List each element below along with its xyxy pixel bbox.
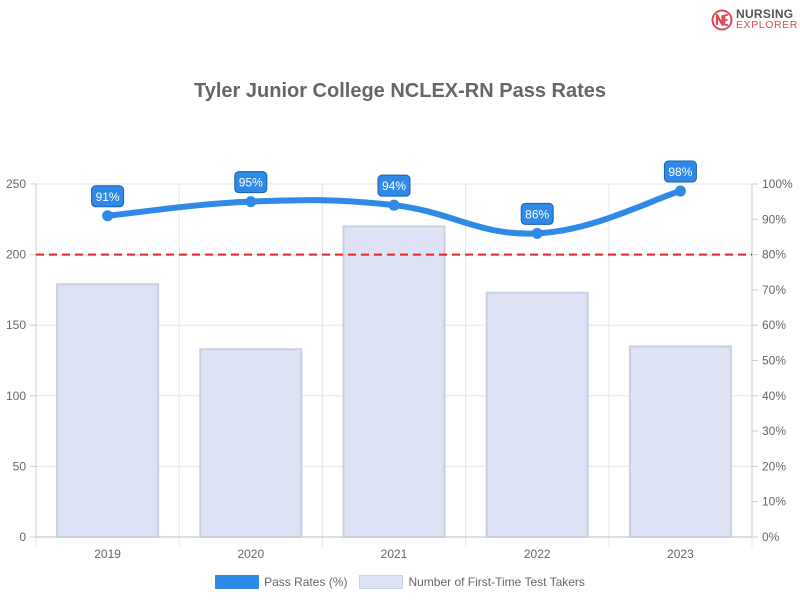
y-right-tick-label: 0% xyxy=(762,530,780,544)
chart-title: Tyler Junior College NCLEX-RN Pass Rates xyxy=(194,80,606,102)
y-right-tick-label: 40% xyxy=(762,389,786,403)
y-left-tick-label: 0 xyxy=(19,530,26,544)
y-right-tick-label: 90% xyxy=(762,212,786,226)
bar-2022 xyxy=(485,291,589,538)
y-right-tick-label: 30% xyxy=(762,424,786,438)
pass-rate-point-2022 xyxy=(531,227,543,239)
y-left-tick-label: 100 xyxy=(6,389,26,403)
data-label-box xyxy=(377,174,411,197)
data-label-2021: 94% xyxy=(382,179,406,193)
pass-rate-point-2021 xyxy=(388,199,400,211)
legend-item-pass-rates[interactable]: Pass Rates (%) xyxy=(215,575,347,589)
x-tick-label: 2023 xyxy=(667,547,694,561)
legend-label-test-takers: Number of First-Time Test Takers xyxy=(408,575,585,589)
y-right-tick-label: 100% xyxy=(762,177,793,191)
bar-2021 xyxy=(342,225,446,539)
logo-line2: EXPLORER xyxy=(736,19,798,31)
logo-line1: NURSING xyxy=(736,7,794,21)
y-right-tick-label: 80% xyxy=(762,248,786,262)
data-label-2022: 86% xyxy=(525,207,549,221)
data-label-2023: 98% xyxy=(668,165,692,179)
y-left-tick-label: 250 xyxy=(6,177,26,191)
data-label-box xyxy=(520,202,554,225)
legend-item-test-takers[interactable]: Number of First-Time Test Takers xyxy=(359,575,585,589)
data-label-box xyxy=(234,171,268,194)
bar-2023 xyxy=(628,345,732,538)
x-tick-label: 2020 xyxy=(237,547,264,561)
y-right-tick-label: 10% xyxy=(762,495,786,509)
y-right-tick-label: 70% xyxy=(762,283,786,297)
y-right-tick-label: 50% xyxy=(762,354,786,368)
legend-swatch-test-takers xyxy=(359,575,404,589)
nursing-explorer-logo: NURSING EXPLORER xyxy=(711,7,798,31)
pass-rate-point-2023 xyxy=(674,185,686,197)
data-label-2019: 91% xyxy=(96,190,120,204)
y-left-tick-label: 50 xyxy=(13,459,27,473)
x-tick-label: 2022 xyxy=(524,547,551,561)
pass-rate-point-2020 xyxy=(245,196,257,208)
y-right-tick-label: 20% xyxy=(762,459,786,473)
pass-rate-point-2019 xyxy=(102,210,114,222)
y-left-tick-label: 150 xyxy=(6,318,26,332)
logo-mark-icon xyxy=(711,9,733,31)
legend-swatch-pass-rates xyxy=(215,575,260,589)
data-label-box xyxy=(91,185,125,208)
legend-label-pass-rates: Pass Rates (%) xyxy=(264,575,348,589)
data-label-box xyxy=(663,160,697,183)
y-right-tick-label: 60% xyxy=(762,318,786,332)
y-left-tick-label: 200 xyxy=(6,248,26,262)
bar-2020 xyxy=(199,348,303,539)
data-label-2020: 95% xyxy=(239,176,263,190)
x-tick-label: 2021 xyxy=(381,547,408,561)
chart-legend: Pass Rates (%) Number of First-Time Test… xyxy=(0,575,800,589)
x-tick-label: 2019 xyxy=(94,547,121,561)
bar-2019 xyxy=(56,283,160,539)
